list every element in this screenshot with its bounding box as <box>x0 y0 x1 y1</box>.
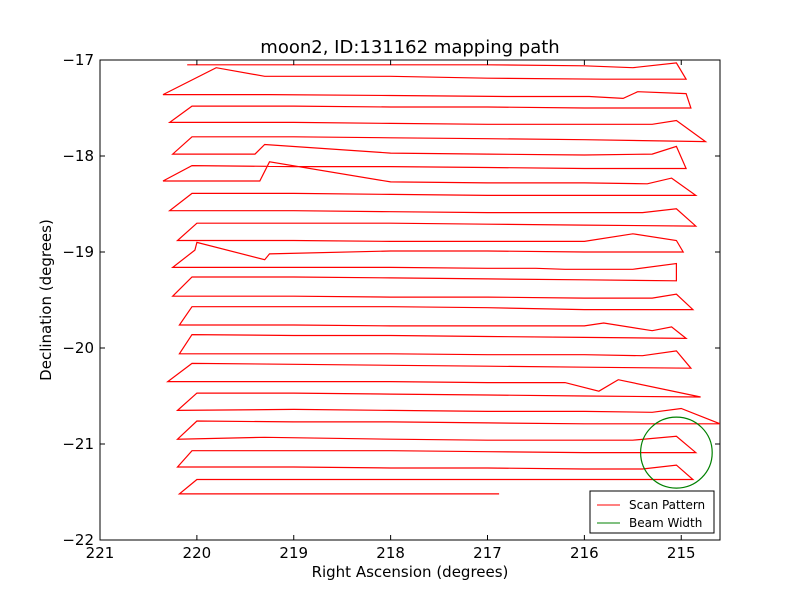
x-tick-label: 219 <box>279 544 308 562</box>
series-layer <box>162 62 720 495</box>
series-scan-pattern-line <box>162 62 720 495</box>
x-tick-label: 215 <box>667 544 696 562</box>
y-tick-label: −21 <box>62 435 94 453</box>
y-tick-label: −18 <box>62 147 94 165</box>
legend-box <box>589 490 715 534</box>
y-tick-label: −22 <box>62 531 94 549</box>
series-beam-width-circle <box>640 416 713 489</box>
x-tick-label: 220 <box>183 544 212 562</box>
x-axis-label: Right Ascension (degrees) <box>312 563 509 581</box>
y-tick-label: −20 <box>62 339 94 357</box>
legend: Scan Pattern Beam Width <box>589 490 715 534</box>
legend-label-scan-pattern: Scan Pattern <box>629 498 705 512</box>
x-tick-label: 217 <box>473 544 502 562</box>
y-axis-label: Declination (degrees) <box>37 219 55 381</box>
x-tick-label: 221 <box>86 544 115 562</box>
x-tick-label: 218 <box>376 544 405 562</box>
legend-label-beam-width: Beam Width <box>629 516 702 530</box>
x-tick-label: 216 <box>570 544 599 562</box>
chart-title: moon2, ID:131162 mapping path <box>260 37 559 58</box>
y-tick-label: −19 <box>62 243 94 261</box>
y-tick-label: −17 <box>62 51 94 69</box>
tick-layer: 221 220 219 218 217 216 215 −22 −21 −20 −19 −18 −17 <box>62 51 720 562</box>
